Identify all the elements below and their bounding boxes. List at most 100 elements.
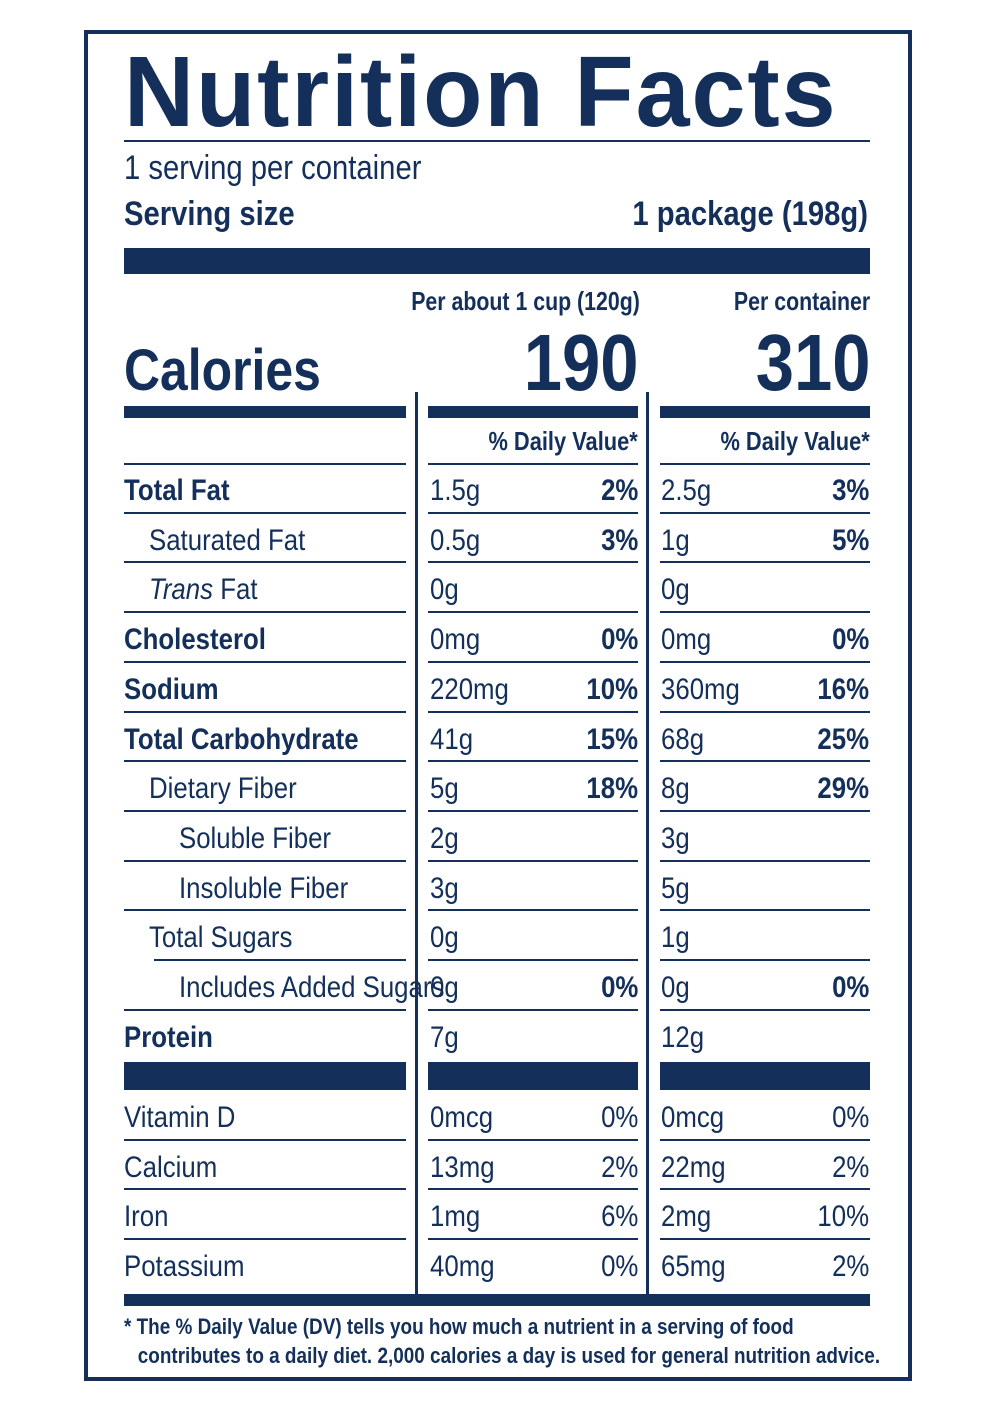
amount-per-cup: 0g [430, 573, 459, 606]
dv-per-container: 5% [831, 524, 869, 557]
vitamin-row: Vitamin D 0mcg 0% 0mcg 0% [0, 1092, 1000, 1142]
amount-per-container: 8g [661, 772, 690, 805]
vitamin-row: Calcium 13mg 2% 22mg 2% [0, 1142, 1000, 1192]
nutrient-name-rest: Fat [213, 573, 258, 606]
row-rule [660, 661, 870, 663]
row-rule [428, 1238, 638, 1240]
vitamin-bar-cup [428, 1062, 638, 1090]
amount-per-cup: 41g [430, 723, 474, 756]
amount-per-container: 2mg [661, 1200, 712, 1233]
nutrient-row: Protein 7g 12g [0, 1012, 1000, 1062]
nutrient-name: Total Sugars [149, 921, 293, 954]
row-rule [124, 661, 406, 663]
amount-per-container: 360mg [661, 673, 740, 706]
column-header-per-container: Per container [733, 286, 870, 316]
row-rule [428, 959, 638, 961]
nutrient-name: Dietary Fiber [149, 772, 297, 805]
row-rule [154, 959, 406, 961]
footnote: * The % Daily Value (DV) tells you how m… [124, 1312, 880, 1370]
vitamin-row: Potassium 40mg 0% 65mg 2% [0, 1241, 1000, 1291]
row-rule [124, 1139, 406, 1141]
calories-per-cup: 190 [523, 318, 638, 407]
nutrient-name: Iron [124, 1200, 169, 1233]
row-rule [660, 860, 870, 862]
row-rule [428, 860, 638, 862]
row-rule [660, 959, 870, 961]
row-rule [124, 760, 406, 762]
amount-per-container: 0mg [661, 623, 712, 656]
nutrient-name: Trans Fat [149, 572, 257, 608]
nutrient-row: Insoluble Fiber 3g 5g [0, 863, 1000, 913]
dv-per-cup: 0% [600, 623, 638, 656]
dv-per-container: 2% [831, 1250, 869, 1283]
amount-per-cup: 13mg [430, 1151, 495, 1184]
nutrient-name: Total Carbohydrate [124, 723, 359, 756]
amount-per-container: 22mg [661, 1151, 726, 1184]
row-rule [660, 1188, 870, 1190]
dv-per-container: 29% [817, 772, 869, 805]
nutrient-name: Calcium [124, 1151, 218, 1184]
row-rule [428, 661, 638, 663]
dv-per-cup: 2% [600, 1151, 638, 1184]
nutrient-row: Cholesterol 0mg 0% 0mg 0% [0, 614, 1000, 664]
row-rule [660, 760, 870, 762]
dv-per-cup: 0% [600, 971, 638, 1004]
amount-per-container: 0g [661, 971, 690, 1004]
row-rule [428, 512, 638, 514]
row-rule [428, 711, 638, 713]
amount-per-cup: 2g [430, 822, 459, 855]
amount-per-container: 0g [661, 573, 690, 606]
amount-per-container: 65mg [661, 1250, 726, 1283]
nutrient-name: Protein [124, 1021, 213, 1054]
row-rule [428, 760, 638, 762]
row-rule [660, 810, 870, 812]
nutrient-name-italic: Trans [149, 573, 214, 606]
serving-size-value: 1 package (198g) [632, 195, 868, 233]
amount-per-cup: 0g [430, 921, 459, 954]
dv-per-container: 16% [817, 673, 869, 706]
dv-per-cup: 15% [586, 723, 638, 756]
dv-per-cup: 0% [600, 1101, 638, 1134]
servings-per-container: 1 serving per container [124, 149, 422, 187]
amount-per-cup: 7g [430, 1021, 459, 1054]
dv-per-container: 0% [831, 623, 869, 656]
dv-header-container: % Daily Value* [720, 426, 870, 456]
vitamin-bar-name [124, 1062, 406, 1090]
nutrient-row: Total Carbohydrate 41g 15% 68g 25% [0, 714, 1000, 764]
footnote-line-2: contributes to a daily diet. 2,000 calor… [137, 1343, 881, 1368]
row-rule [660, 1139, 870, 1141]
serving-size-label: Serving size [124, 195, 295, 233]
nutrient-row: Soluble Fiber 2g 3g [0, 813, 1000, 863]
nutrient-row: Saturated Fat 0.5g 3% 1g 5% [0, 515, 1000, 565]
row-rule [660, 463, 870, 465]
dv-per-cup: 10% [586, 673, 638, 706]
amount-per-container: 5g [661, 872, 690, 905]
row-rule [124, 810, 406, 812]
amount-per-cup: 0mg [430, 623, 481, 656]
amount-per-cup: 5g [430, 772, 459, 805]
amount-per-container: 1g [661, 921, 690, 954]
row-rule [124, 463, 406, 465]
nutrient-name: Sodium [124, 673, 219, 706]
row-rule [124, 512, 406, 514]
amount-per-cup: 1mg [430, 1200, 481, 1233]
row-rule [124, 909, 406, 911]
row-rule [660, 512, 870, 514]
nutrient-name: Total Fat [124, 474, 230, 507]
nutrient-name: Includes Added Sugars [179, 971, 445, 1004]
row-rule [124, 1238, 406, 1240]
dv-per-container: 10% [817, 1200, 869, 1233]
nutrient-name: Vitamin D [124, 1101, 236, 1134]
row-rule [660, 611, 870, 613]
footnote-line-1: * The % Daily Value (DV) tells you how m… [124, 1314, 794, 1339]
amount-per-container: 68g [661, 723, 705, 756]
nutrient-row: Trans Fat 0g 0g [0, 564, 1000, 614]
nutrient-row: Sodium 220mg 10% 360mg 16% [0, 664, 1000, 714]
column-divider-1 [415, 392, 418, 1294]
dv-per-cup: 3% [600, 524, 638, 557]
nutrient-name: Insoluble Fiber [179, 872, 349, 905]
dv-per-cup: 2% [600, 474, 638, 507]
column-header-per-cup: Per about 1 cup (120g) [411, 286, 640, 316]
label-border [84, 30, 912, 1381]
row-rule [428, 561, 638, 563]
